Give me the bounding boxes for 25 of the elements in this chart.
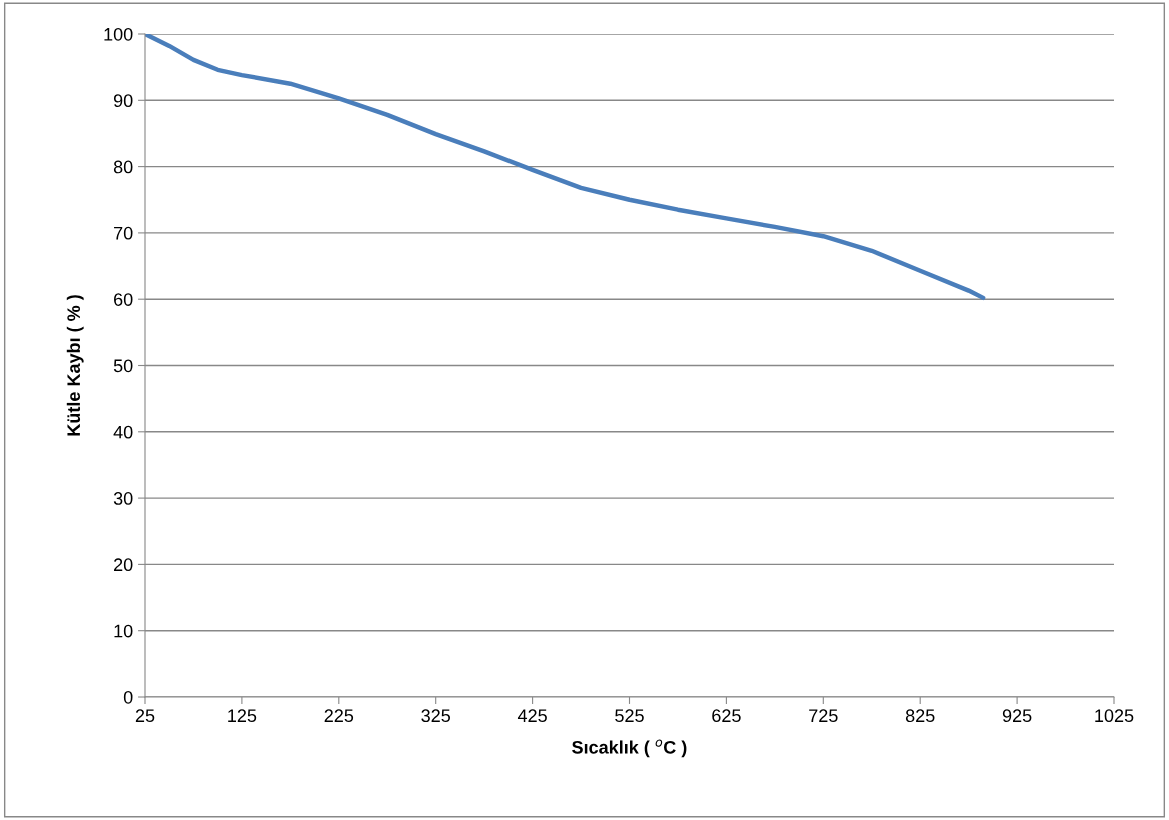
y-tick-label: 30 [113,492,133,505]
x-tick-label: 725 [809,709,838,723]
x-tick-label: 925 [1002,709,1032,723]
y-tick-label: 80 [113,160,133,174]
x-tick-label: 1025 [1095,709,1134,723]
y-tick-label: 60 [114,293,133,306]
x-axis-title: Sıcaklık ( $^{o}$C ) [572,739,687,758]
x-tick-label: 225 [324,709,354,723]
x-tick-label: 425 [517,709,547,723]
y-tick-label: 90 [113,94,133,108]
x-tick-label: 325 [421,709,451,723]
x-tick-label: 125 [228,709,257,723]
y-tick-label: 10 [114,624,133,638]
y-tick-label: 50 [113,359,133,373]
y-tick-label: 0 [123,690,133,704]
x-tick-label: 625 [712,709,741,723]
y-tick-label: 20 [114,558,133,572]
x-tick-label: 525 [615,709,644,723]
x-tick-label: 25 [135,709,155,723]
x-tick-label: 825 [905,709,935,723]
y-axis-title: Kütle Kaybı ( % ) [66,295,84,436]
y-tick-label: 70 [114,226,133,240]
line-series [145,34,986,301]
y-tick-label: 40 [113,425,133,439]
y-tick-label: 100 [104,27,133,41]
